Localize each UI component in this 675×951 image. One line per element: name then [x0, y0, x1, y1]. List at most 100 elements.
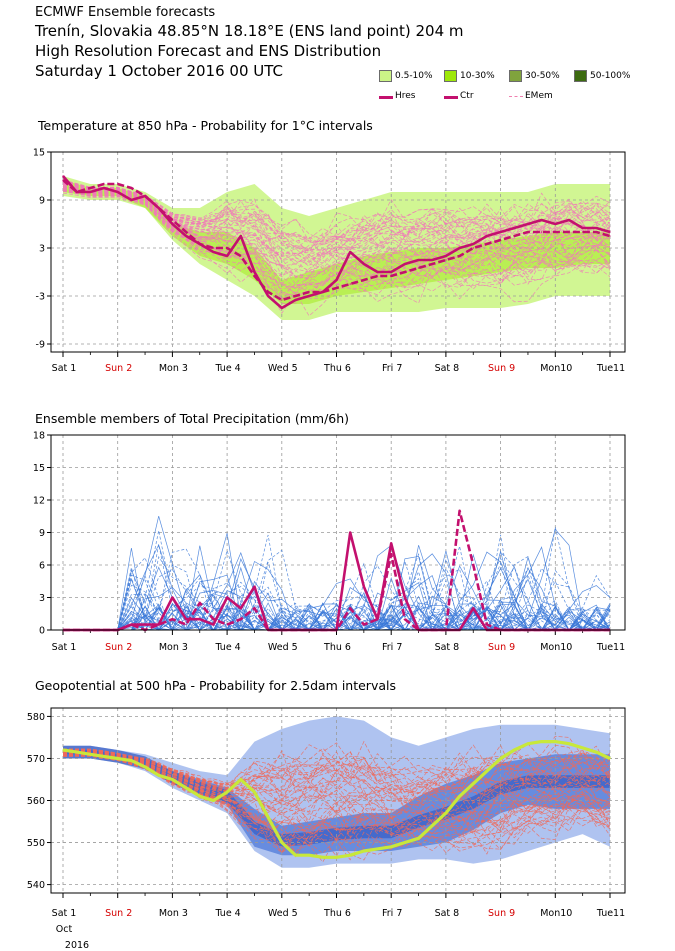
- ensemble-member: [63, 543, 610, 631]
- point-hres: [527, 743, 529, 745]
- plot-frame: [50, 707, 626, 894]
- ensemble-member: [63, 585, 611, 631]
- point-hres: [390, 271, 392, 273]
- ensemble-member: [63, 562, 611, 631]
- point-hres: [76, 751, 78, 753]
- point-ctr: [130, 624, 132, 626]
- ensemble-member: [63, 516, 611, 631]
- point-hres: [185, 235, 187, 237]
- point-hres: [390, 542, 392, 544]
- point-ctr: [294, 295, 297, 297]
- ensemble-member: [62, 754, 611, 836]
- point-hres: [308, 854, 310, 856]
- point-ctr: [582, 231, 584, 233]
- point-hres: [171, 223, 173, 225]
- legend-label-30-50: 30-50%: [525, 71, 560, 81]
- y-tick-label: -9: [36, 340, 45, 351]
- x-tick-label: Wed 5: [268, 642, 298, 653]
- ensemble-member: [63, 753, 611, 826]
- legend: 0.5-10% 10-30% 30-50% 50-100% Hres Ctr E…: [378, 66, 675, 106]
- ensemble-member: [63, 744, 611, 791]
- point-ctr: [226, 624, 228, 626]
- point-ctr: [76, 191, 78, 193]
- ensemble-member: [62, 179, 611, 241]
- x-tick-label: Tue 4: [214, 363, 240, 374]
- point-hres: [527, 223, 529, 225]
- point-hres: [212, 251, 214, 253]
- point-hres: [376, 271, 379, 273]
- ensemble-member: [62, 188, 611, 290]
- point-ctr: [349, 607, 351, 609]
- point-ctr: [541, 231, 543, 233]
- chart-panel-2: Sat 1 Sun 2 Mon 3 Tue 4 Wed 5 Thu 6 Fri 7 Sat 8…: [27, 707, 626, 919]
- point-ctr: [404, 618, 406, 620]
- point-ctr: [418, 267, 420, 269]
- point-hres: [253, 271, 256, 273]
- y-tick-label: 540: [27, 880, 45, 891]
- ensemble-member: [62, 181, 611, 252]
- point-hres: [253, 586, 256, 588]
- point-hres: [212, 624, 214, 626]
- point-hres: [363, 263, 365, 265]
- y-tick-label: 0: [39, 626, 45, 637]
- ensemble-member: [62, 179, 611, 242]
- ensemble-member: [62, 751, 611, 819]
- point-ctr: [431, 263, 433, 265]
- point-hres: [171, 596, 173, 599]
- ensemble-member: [63, 755, 611, 855]
- point-hres: [595, 751, 597, 753]
- point-ctr: [404, 271, 406, 273]
- legend-label-50-100: 50-100%: [590, 71, 631, 81]
- x-tick-label: Thu 6: [323, 363, 351, 374]
- chart-panel-1: Sat 1 Sun 2 Mon 3 Tue 4 Wed 5 Thu 6 Fri 7 Sat 8…: [33, 431, 626, 653]
- legend-label-0-5-10: 0.5-10%: [395, 71, 433, 81]
- point-hres: [281, 841, 283, 844]
- x-tick-label: Sat 1: [52, 908, 77, 919]
- y-tick-label: 580: [27, 712, 45, 723]
- y-tick-label: 560: [27, 796, 45, 807]
- point-hres: [240, 235, 242, 237]
- point-ctr: [62, 179, 64, 181]
- legend-line-emem: [509, 96, 523, 97]
- point-hres: [103, 187, 105, 189]
- point-ctr: [609, 235, 611, 237]
- point-ctr: [376, 618, 379, 620]
- point-hres: [240, 778, 242, 781]
- point-hres: [117, 191, 119, 193]
- point-hres: [62, 175, 64, 177]
- point-ctr: [308, 291, 310, 293]
- legend-swatch-50-100: [574, 70, 587, 82]
- point-ctr: [240, 618, 242, 620]
- point-hres: [185, 618, 187, 620]
- ensemble-member: [62, 187, 611, 282]
- ensemble-member: [63, 565, 611, 631]
- point-ctr: [130, 187, 132, 189]
- point-hres: [554, 223, 556, 225]
- point-hres: [472, 783, 474, 785]
- point-ctr: [144, 195, 146, 197]
- point-hres: [130, 760, 132, 762]
- point-hres: [171, 778, 173, 781]
- point-hres: [376, 848, 379, 850]
- header-date: Saturday 1 October 2016 00 UTC: [35, 62, 284, 80]
- point-ctr: [103, 183, 105, 185]
- point-hres: [199, 795, 201, 797]
- x-tick-label: Sun 2: [105, 363, 132, 374]
- point-hres: [349, 251, 351, 253]
- point-hres: [500, 231, 502, 233]
- y-tick-label: 15: [33, 148, 45, 159]
- point-ctr: [472, 247, 474, 249]
- point-ctr: [117, 183, 119, 185]
- point-hres: [418, 837, 420, 839]
- point-ctr: [390, 275, 392, 277]
- point-hres: [472, 243, 474, 245]
- ensemble-member: [63, 744, 611, 796]
- point-ctr: [445, 259, 447, 261]
- point-hres: [363, 850, 365, 852]
- point-hres: [144, 766, 146, 768]
- ensemble-member: [63, 752, 611, 828]
- series-ctr: [63, 509, 610, 632]
- point-hres: [582, 747, 584, 749]
- point-hres: [144, 624, 146, 626]
